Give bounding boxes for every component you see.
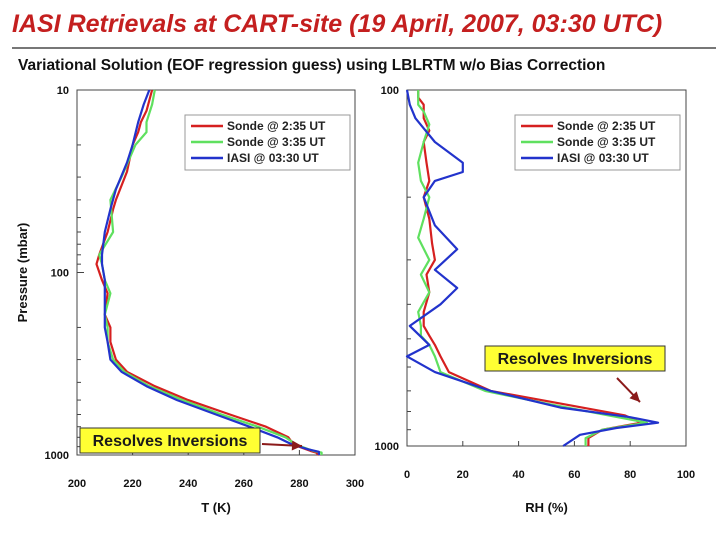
x-tick-label: 20 bbox=[457, 469, 469, 481]
x-axis-label: T (K) bbox=[201, 500, 231, 515]
sonde-335-line bbox=[98, 89, 323, 455]
x-tick-label: 200 bbox=[68, 478, 86, 490]
iasi-line bbox=[405, 89, 660, 447]
y-tick-label: 100 bbox=[51, 268, 69, 280]
page-subtitle: Variational Solution (EOF regression gue… bbox=[18, 57, 606, 74]
annotation-box bbox=[79, 427, 261, 454]
x-tick-label: 40 bbox=[512, 469, 524, 481]
y-tick-label: 1000 bbox=[375, 441, 399, 453]
annotation-label: Resolves Inversions bbox=[498, 351, 653, 368]
y-tick-label: 100 bbox=[381, 85, 399, 97]
page-title: IASI Retrievals at CART-site (19 April, … bbox=[12, 10, 663, 38]
legend-label-sonde-335: Sonde @ 3:35 UT bbox=[227, 135, 326, 149]
x-tick-label: 60 bbox=[568, 469, 580, 481]
temperature-chart: 200 220 240 260 280 300 10 100 1000 T (K) Pressure… bbox=[15, 85, 364, 515]
x-tick-label: 300 bbox=[346, 478, 364, 490]
humidity-chart: 0 20 40 60 80 100 100 1000 RH (%) Sonde @ 2:35 UT… bbox=[375, 85, 696, 515]
title-divider bbox=[12, 47, 716, 49]
x-tick-label: 100 bbox=[677, 469, 695, 481]
annotation-arrowhead bbox=[629, 391, 640, 402]
annotation-arrowhead bbox=[291, 440, 302, 451]
x-axis-label: RH (%) bbox=[525, 500, 568, 515]
legend-label-sonde-335: Sonde @ 3:35 UT bbox=[557, 135, 656, 149]
x-tick-label: 280 bbox=[290, 478, 308, 490]
x-tick-label: 260 bbox=[235, 478, 253, 490]
y-tick-label: 1000 bbox=[45, 450, 69, 462]
legend-label-iasi: IASI @ 03:30 UT bbox=[227, 151, 319, 165]
x-tick-label: 240 bbox=[179, 478, 197, 490]
x-tick-label: 80 bbox=[624, 469, 636, 481]
legend-label-sonde-235: Sonde @ 2:35 UT bbox=[227, 119, 326, 133]
y-tick-label: 10 bbox=[57, 85, 69, 97]
annotation-label: Resolves Inversions bbox=[93, 433, 248, 450]
annotation-box bbox=[484, 345, 666, 372]
legend-label-iasi: IASI @ 03:30 UT bbox=[557, 151, 649, 165]
x-tick-label: 220 bbox=[123, 478, 141, 490]
y-axis-label: Pressure (mbar) bbox=[15, 223, 30, 323]
legend-label-sonde-235: Sonde @ 2:35 UT bbox=[557, 119, 656, 133]
iasi-line bbox=[100, 89, 320, 455]
x-tick-label: 0 bbox=[404, 469, 410, 481]
